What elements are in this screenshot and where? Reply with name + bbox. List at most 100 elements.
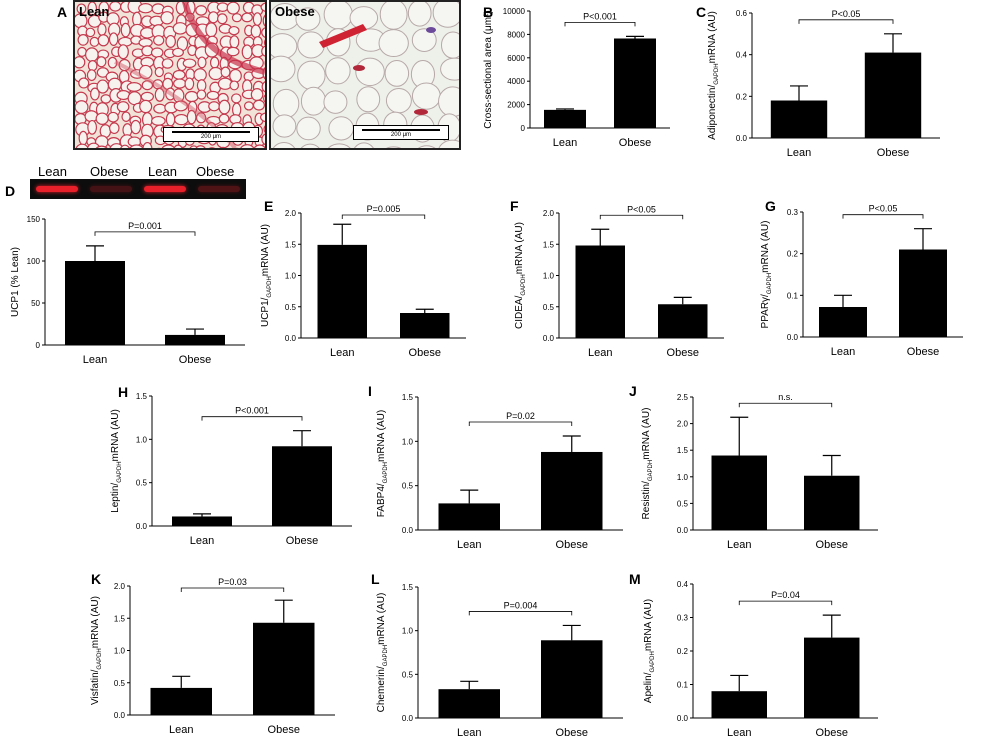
bar-obese	[658, 304, 708, 338]
obese-adipocyte	[327, 143, 351, 148]
bar-lean	[317, 244, 367, 338]
lean-adipocyte	[228, 25, 240, 36]
chart-panel-f: 0.0 0.5 1.0 1.5 2.0 CIDEA/GAPDHmRNA (AU) Lean O…	[510, 198, 724, 359]
chart-panel-dc: 0 50 100 150 UCP1 (% Lean) Lean Obese P=0.001	[10, 215, 245, 366]
lean-adipocyte	[182, 58, 197, 69]
y-tick-label: 0.5	[136, 479, 148, 488]
p-value-label: P<0.05	[869, 204, 898, 214]
obese-vessel	[414, 109, 428, 115]
lean-adipocyte	[86, 69, 97, 82]
lean-adipocyte	[87, 119, 98, 135]
y-tick-label: 2.0	[677, 420, 689, 429]
y-tick-label: 0.0	[285, 334, 297, 343]
significance-bracket	[94, 231, 196, 236]
lean-adipocyte	[107, 111, 119, 123]
bar-lean	[65, 261, 125, 345]
panel-letter-i: I	[368, 383, 372, 399]
significance-bracket	[341, 214, 426, 219]
lean-adipocyte	[116, 101, 130, 113]
y-tick-label: 0	[36, 341, 41, 350]
lean-adipocyte	[96, 56, 107, 68]
y-tick-label: 50	[31, 299, 40, 308]
lean-adipocyte	[86, 142, 101, 148]
panel-letter-e: E	[264, 198, 273, 214]
lean-adipocyte	[121, 111, 131, 122]
lean-adipocyte	[195, 145, 206, 148]
y-tick-label: 0.0	[402, 526, 414, 535]
y-tick-label: 1.0	[543, 272, 555, 281]
significance-bracket	[564, 21, 636, 27]
panel-letter-f: F	[510, 198, 519, 214]
lean-adipocyte	[172, 47, 184, 58]
p-value-label: n.s.	[778, 392, 793, 402]
y-tick-label: 0.0	[787, 333, 799, 342]
obese-adipocyte	[411, 28, 437, 52]
x-tick-label: Lean	[169, 724, 193, 736]
lean-adipocyte	[90, 87, 100, 101]
scale-bar-lean	[172, 131, 250, 133]
panel-letter-b: B	[483, 4, 493, 20]
lean-adipocyte	[154, 66, 164, 78]
y-axis-label: Apelin/GAPDHmRNA (AU)	[643, 599, 656, 703]
y-tick-label: 1.0	[114, 647, 126, 656]
obese-adipocyte	[356, 86, 381, 113]
y-tick-label: 2.0	[285, 209, 297, 218]
lean-adipocyte	[87, 2, 98, 16]
y-axis-label: UCP1 (% Lean)	[10, 247, 21, 317]
chart-panel-k: 0.0 0.5 1.0 1.5 2.0 Visfatin/GAPDHmRNA (AU) Le…	[90, 571, 335, 736]
blot-band	[90, 186, 132, 192]
x-tick-label: Obese	[286, 535, 318, 547]
y-tick-label: 1.5	[402, 393, 414, 402]
obese-vessel	[426, 27, 436, 33]
bar-obese	[541, 451, 603, 530]
obese-adipocyte	[272, 114, 297, 138]
y-axis-label: Visfatin/GAPDHmRNA (AU)	[90, 596, 103, 705]
lean-adipocyte	[129, 144, 144, 148]
significance-bracket	[468, 421, 573, 427]
lean-adipocyte	[261, 45, 265, 57]
significance-bracket	[842, 214, 924, 219]
obese-adipocyte	[438, 139, 459, 148]
panel-letter-j: J	[629, 383, 637, 399]
y-tick-label: 1.0	[136, 435, 148, 444]
y-tick-label: 0.1	[787, 291, 799, 300]
lean-adipocyte	[226, 46, 240, 57]
lean-adipocyte	[189, 145, 199, 148]
x-tick-label: Obese	[179, 354, 211, 366]
p-value-label: P<0.001	[235, 406, 269, 416]
y-axis-label: FABP4/GAPDHmRNA (AU)	[376, 410, 389, 517]
significance-bracket	[468, 611, 573, 616]
lean-adipocyte	[161, 58, 174, 69]
lean-adipocyte	[220, 66, 231, 78]
bar-obese	[253, 622, 315, 715]
obese-adipocyte	[296, 116, 321, 141]
lean-adipocyte	[75, 56, 86, 69]
lean-adipocyte	[165, 34, 176, 48]
blot-lane-label-2: Obese	[90, 164, 129, 179]
blot-lane-label-3: Lean	[148, 164, 177, 179]
obese-vessel	[319, 24, 367, 48]
lean-adipocyte	[241, 12, 253, 23]
significance-bracket	[738, 402, 833, 408]
y-tick-label: 1.5	[114, 614, 126, 623]
x-tick-label: Lean	[457, 539, 481, 551]
p-value-label: P=0.02	[506, 411, 535, 421]
lean-adipocyte	[253, 144, 265, 148]
lean-adipocyte	[95, 145, 108, 148]
x-tick-label: Obese	[907, 346, 939, 358]
lean-adipocyte	[260, 2, 265, 12]
blot-band	[198, 186, 240, 192]
obese-adipocyte	[407, 2, 432, 27]
y-tick-label: 150	[27, 215, 41, 224]
lean-adipocyte	[226, 2, 240, 15]
obese-adipocyte	[272, 141, 296, 148]
y-tick-label: 4000	[507, 77, 525, 86]
bar-lean	[150, 687, 212, 715]
lean-tissue-band	[182, 2, 265, 75]
bar-obese	[864, 52, 922, 139]
y-tick-label: 0.2	[677, 647, 689, 656]
y-axis-label: Leptin/GAPDHmRNA (AU)	[110, 409, 123, 513]
lean-adipocyte	[173, 144, 183, 148]
bar-obese	[541, 640, 603, 718]
lean-adipocyte	[109, 143, 124, 148]
